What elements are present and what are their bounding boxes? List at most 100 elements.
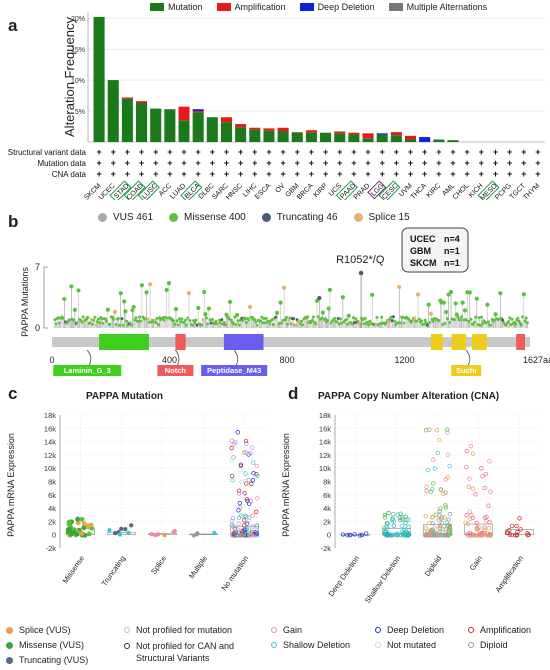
y-tick-label: 7 [35, 262, 40, 272]
row-marker: + [309, 158, 314, 168]
data-point [244, 497, 250, 502]
bar-mutation [164, 109, 176, 142]
data-point [423, 525, 429, 531]
lollipop-head [195, 323, 199, 327]
data-point [438, 487, 444, 492]
legend-ring [124, 643, 130, 649]
data-point [74, 531, 80, 537]
lollipop-head [340, 295, 345, 300]
legend-dot [6, 641, 13, 649]
bar-mutation [150, 108, 162, 142]
data-point [382, 515, 388, 520]
lollipop-head [68, 318, 72, 322]
row-marker: + [210, 147, 215, 157]
data-point [242, 513, 248, 518]
panel-c-letter: c [8, 384, 18, 403]
data-point [394, 532, 399, 537]
row-marker: + [96, 158, 101, 168]
tooltip-count: n=1 [444, 246, 460, 256]
tooltip-name: SKCM [410, 258, 437, 268]
lollipop-head [136, 319, 140, 323]
row-marker: + [224, 169, 229, 179]
data-point [469, 513, 474, 518]
lollipop-head [95, 320, 99, 324]
lollipop-head [278, 300, 283, 305]
legend-item: Deep Deletion [375, 625, 444, 635]
category-label: Deep Deletion [327, 554, 362, 598]
y-tick-label: 8k [48, 478, 56, 487]
category-label: Gain [468, 554, 484, 572]
data-point [230, 473, 235, 479]
lollipop-head [274, 310, 280, 315]
lollipop-head [105, 307, 110, 312]
data-point [441, 527, 446, 532]
legend-splice: Splice 15 [353, 212, 410, 223]
legend-ring [375, 642, 381, 648]
lollipop-head [297, 319, 301, 323]
data-point [248, 533, 253, 538]
data-point [515, 529, 520, 535]
row-marker: + [224, 147, 229, 157]
data-point [425, 529, 430, 534]
lollipop-head [477, 316, 481, 320]
data-point [435, 532, 440, 537]
row-marker: + [309, 169, 314, 179]
lollipop-head [274, 315, 278, 319]
lollipop-head [346, 322, 350, 326]
lollipop-head [153, 318, 157, 322]
legend-label: Missense 400 [184, 212, 246, 223]
bar-mutation [93, 16, 105, 143]
data-point [359, 532, 365, 538]
legend-label: Diploid [480, 640, 508, 650]
data-point [357, 533, 363, 538]
lollipop-head [243, 317, 247, 321]
bar-amplification [263, 128, 275, 131]
data-point [445, 475, 451, 480]
lollipop-head [114, 322, 118, 326]
data-point [248, 451, 253, 456]
box-plot [189, 533, 218, 536]
lollipop-head [299, 322, 303, 326]
bar-mutation [192, 112, 204, 142]
data-point [123, 526, 128, 532]
bar-amplification [136, 101, 148, 103]
lollipop-head [396, 321, 400, 325]
y-tick-label: 8k [323, 478, 331, 487]
data-point [229, 438, 235, 443]
bar-mutation [390, 135, 402, 142]
lollipop-head [226, 315, 230, 319]
data-point [255, 496, 260, 501]
legend-label: Mutation [168, 2, 203, 12]
domain-label-box [53, 365, 122, 376]
lollipop-head [480, 315, 484, 319]
lollipop-head [105, 319, 109, 323]
lollipop-head [460, 315, 464, 319]
row-marker: + [436, 158, 441, 168]
data-point [513, 533, 518, 538]
data-point [391, 519, 396, 524]
lollipop-head [53, 318, 57, 322]
legend-label: Deep Deletion [387, 625, 445, 635]
bar-amplification [192, 111, 204, 113]
row-marker: + [181, 158, 186, 168]
data-point [79, 516, 85, 522]
category-label: ESCA [254, 182, 273, 200]
data-point [405, 533, 410, 538]
data-point [81, 521, 87, 527]
lollipop-head [316, 315, 320, 319]
lollipop-head [203, 312, 208, 317]
lollipop-head [121, 323, 125, 327]
data-point [247, 533, 252, 538]
lollipop-head [507, 320, 511, 324]
legend-dot [98, 213, 107, 222]
lollipop-head [320, 316, 324, 320]
lollipop-head [100, 317, 104, 321]
data-point [438, 516, 443, 521]
legend-swatch [299, 3, 314, 11]
bar-amplification [334, 131, 346, 134]
lollipop-head [425, 323, 429, 327]
lollipop-head [260, 315, 264, 319]
lollipop-head [209, 321, 213, 325]
data-point [482, 485, 487, 491]
lollipop-head [72, 318, 76, 322]
